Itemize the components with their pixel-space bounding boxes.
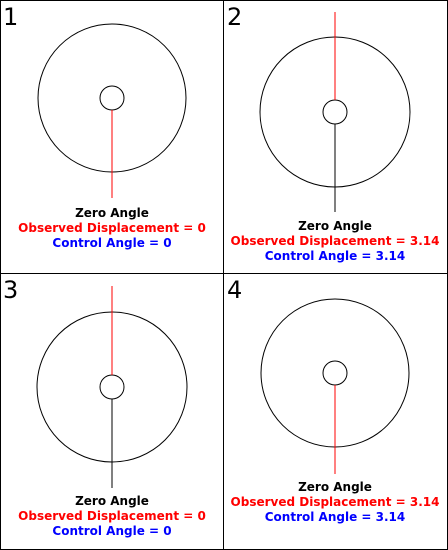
observed-displacement-label: Observed Displacement = 3.14: [231, 234, 440, 248]
panel-1: 1 Zero Angle Observed Displacement = 0 C…: [3, 3, 206, 250]
inner-circle: [99, 85, 125, 111]
control-angle-label: Control Angle = 0: [52, 236, 171, 250]
panel-3: 3 Zero Angle Observed Displacement = 0 C…: [3, 276, 206, 538]
panel-number: 2: [227, 3, 242, 31]
panel-number: 1: [3, 3, 18, 31]
panel-4: 4 Zero Angle Observed Displacement = 3.1…: [227, 276, 439, 524]
zero-angle-label: Zero Angle: [75, 206, 149, 220]
inner-circle: [322, 99, 348, 125]
panel-2: 2 Zero Angle Observed Displacement = 3.1…: [227, 3, 439, 263]
control-angle-label: Control Angle = 0: [52, 524, 171, 538]
zero-angle-label: Zero Angle: [298, 219, 372, 233]
panel-number: 3: [3, 276, 18, 304]
inner-circle: [322, 360, 348, 386]
zero-angle-label: Zero Angle: [75, 494, 149, 508]
inner-circle: [99, 374, 125, 400]
observed-displacement-label: Observed Displacement = 3.14: [231, 495, 440, 509]
observed-displacement-label: Observed Displacement = 0: [18, 509, 206, 523]
observed-displacement-label: Observed Displacement = 0: [18, 221, 206, 235]
control-angle-label: Control Angle = 3.14: [265, 249, 405, 263]
panel-number: 4: [227, 276, 242, 304]
control-angle-label: Control Angle = 3.14: [265, 510, 405, 524]
zero-angle-label: Zero Angle: [298, 480, 372, 494]
